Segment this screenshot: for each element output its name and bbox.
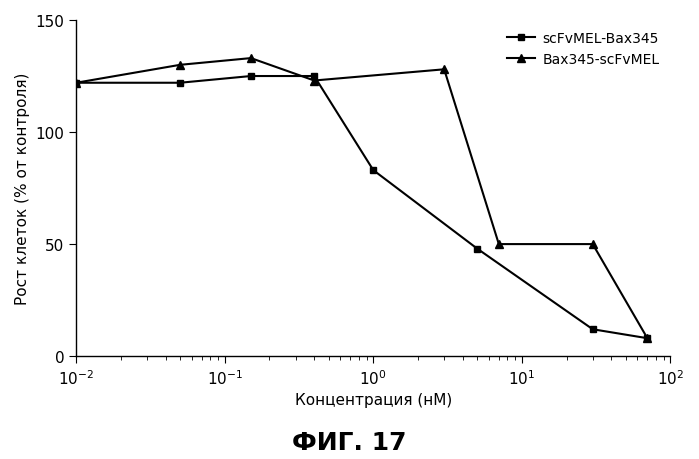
scFvMEL-Bax345 (589, 327, 597, 332)
X-axis label: Концентрация (нМ): Концентрация (нМ) (295, 392, 452, 407)
scFvMEL-Bax345 (310, 74, 319, 79)
Line: scFvMEL-Bax345: scFvMEL-Bax345 (73, 73, 651, 342)
scFvMEL-Bax345 (176, 81, 185, 86)
Bax345-scFvMEL (247, 56, 255, 62)
scFvMEL-Bax345 (72, 81, 80, 86)
Bax345-scFvMEL (176, 63, 185, 68)
scFvMEL-Bax345 (247, 74, 255, 79)
Text: ФИГ. 17: ФИГ. 17 (292, 431, 407, 454)
scFvMEL-Bax345 (473, 246, 482, 252)
Line: Bax345-scFvMEL: Bax345-scFvMEL (72, 55, 651, 342)
scFvMEL-Bax345 (369, 168, 377, 174)
Y-axis label: Рост клеток (% от контроля): Рост клеток (% от контроля) (15, 73, 30, 305)
Legend: scFvMEL-Bax345, Bax345-scFvMEL: scFvMEL-Bax345, Bax345-scFvMEL (503, 28, 663, 71)
Bax345-scFvMEL (589, 242, 597, 247)
Bax345-scFvMEL (643, 336, 651, 341)
Bax345-scFvMEL (72, 81, 80, 86)
Bax345-scFvMEL (310, 78, 319, 84)
Bax345-scFvMEL (495, 242, 503, 247)
Bax345-scFvMEL (440, 67, 448, 73)
scFvMEL-Bax345 (643, 336, 651, 341)
